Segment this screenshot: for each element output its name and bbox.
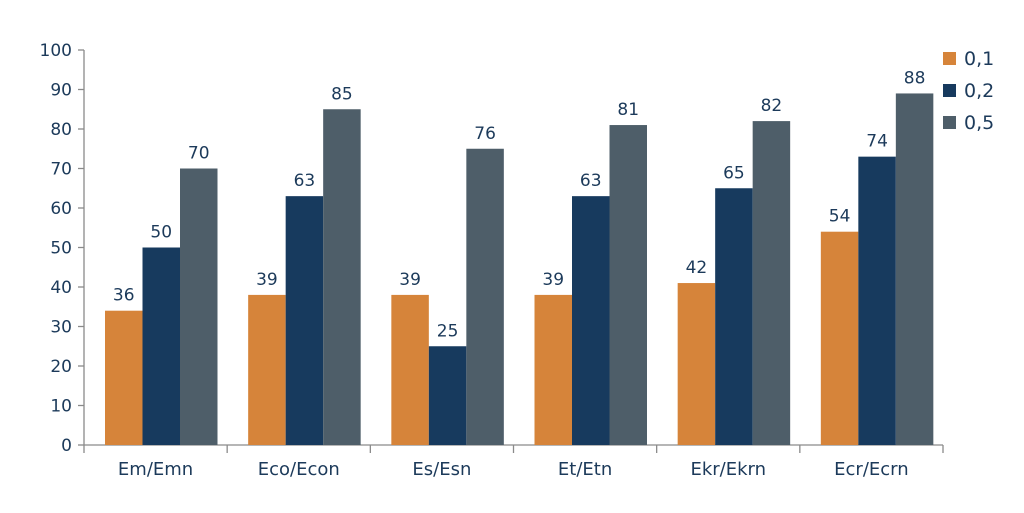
legend-swatch: [943, 52, 956, 65]
legend-label: 0,2: [964, 80, 994, 102]
bar-es-esn-series-1: [391, 294, 429, 445]
bar-es-esn-series-2: [428, 346, 467, 445]
bar-ecr-ecrn-series-1: [820, 231, 859, 445]
x-axis: Em/Emn Eco/Econ Es/Esn Et/Etn Ekr/Ekrn Ecr/Ec…: [83, 444, 944, 480]
data-label: 39: [256, 270, 278, 290]
y-tick-label: 90: [50, 81, 72, 101]
bar-eco-econ-series-1: [248, 294, 286, 445]
data-label: 39: [542, 270, 564, 290]
data-labels: 36 50 70 39 63 85 39 25 76 39 63 81 42 65 82 54 74 88: [113, 68, 925, 341]
bar-em-emn-series-1: [105, 310, 143, 445]
bar-et-etn-series-3: [609, 125, 647, 446]
bar-ekr-ekrn-series-3: [752, 121, 791, 445]
data-label: 65: [723, 163, 745, 183]
bar-em-emn-series-2: [142, 247, 180, 445]
y-tick-label: 70: [50, 160, 72, 180]
bar-et-etn-series-2: [572, 196, 610, 445]
data-label: 42: [686, 258, 708, 278]
x-tick-label: Es/Esn: [412, 459, 471, 480]
bar-ecr-ecrn-series-3: [895, 93, 934, 445]
x-tick-label: Eco/Econ: [258, 459, 340, 480]
data-label: 76: [474, 124, 496, 144]
x-tick-label: Ekr/Ekrn: [690, 459, 766, 480]
data-label: 36: [113, 286, 135, 306]
bar-es-esn-series-3: [466, 148, 504, 445]
x-tick-label: Et/Etn: [558, 459, 612, 480]
data-label: 63: [580, 171, 602, 191]
legend-swatch: [943, 84, 956, 97]
data-label: 74: [866, 132, 888, 152]
legend: 0,1 0,2 0,5: [943, 48, 994, 134]
data-label: 50: [150, 223, 172, 243]
y-tick-label: 60: [50, 199, 72, 219]
legend-label: 0,1: [964, 48, 994, 70]
y-tick-label: 20: [50, 357, 72, 377]
data-label: 70: [188, 144, 210, 164]
y-tick-label: 40: [50, 278, 72, 298]
bar-eco-econ-series-2: [285, 196, 324, 445]
data-label: 25: [437, 321, 459, 341]
bar-et-etn-series-1: [534, 294, 572, 445]
bar-em-emn-series-3: [180, 168, 218, 445]
legend-swatch: [943, 116, 956, 129]
y-tick-label: 10: [50, 397, 72, 417]
legend-label: 0,5: [964, 112, 994, 134]
data-label: 82: [761, 96, 783, 116]
bars: [105, 93, 934, 446]
bar-ekr-ekrn-series-1: [677, 283, 716, 445]
bar-ecr-ecrn-series-2: [858, 156, 896, 445]
data-label: 81: [617, 100, 639, 120]
y-tick-label: 0: [61, 436, 72, 456]
data-label: 39: [399, 270, 421, 290]
x-tick-label: Em/Emn: [118, 459, 193, 480]
data-label: 63: [294, 171, 316, 191]
data-label: 85: [331, 84, 353, 104]
data-label: 54: [829, 207, 851, 227]
y-tick-label: 50: [50, 239, 72, 259]
bar-ekr-ekrn-series-2: [715, 188, 753, 445]
y-tick-label: 100: [40, 41, 72, 61]
bar-eco-econ-series-3: [323, 109, 361, 445]
y-tick-label: 80: [50, 120, 72, 140]
data-label: 88: [904, 68, 926, 88]
y-axis: 0 10 20 30 40 50 60 70 80 90 100: [40, 41, 85, 456]
x-tick-label: Ecr/Ecrn: [834, 459, 909, 480]
y-tick-label: 30: [50, 318, 72, 338]
